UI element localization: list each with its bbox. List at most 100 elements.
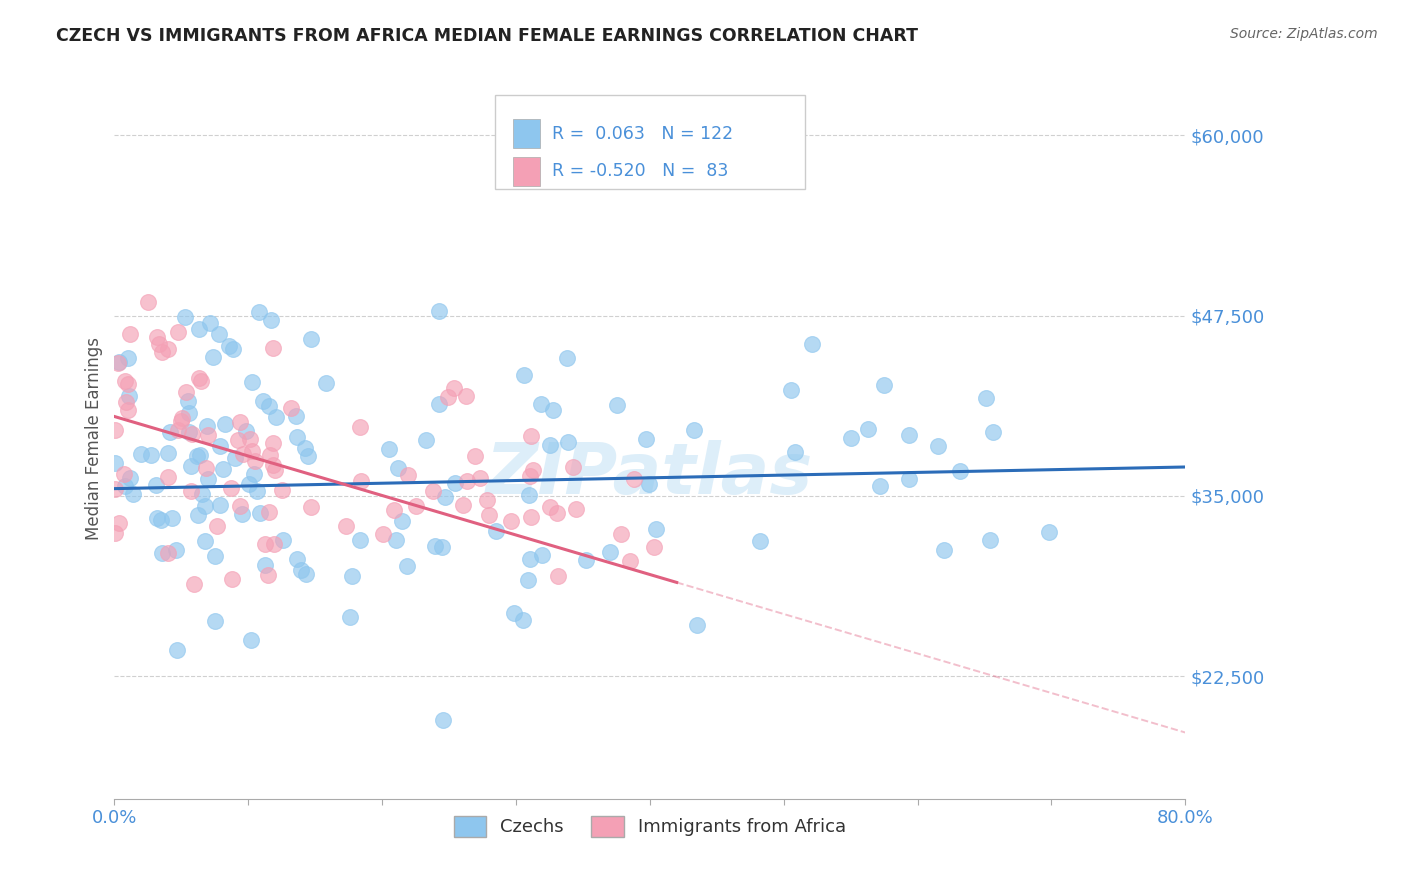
Point bbox=[197, 428, 219, 442]
Point bbox=[555, 351, 578, 365]
Point bbox=[636, 432, 658, 446]
Point bbox=[200, 316, 222, 330]
Point bbox=[427, 397, 450, 411]
Point bbox=[485, 524, 508, 539]
Point bbox=[118, 389, 141, 403]
Point bbox=[538, 500, 561, 514]
Point bbox=[104, 526, 127, 541]
Point bbox=[315, 376, 337, 391]
Point bbox=[262, 458, 284, 473]
Point bbox=[112, 467, 135, 481]
Point bbox=[475, 493, 498, 508]
Point bbox=[229, 415, 252, 429]
Point bbox=[240, 443, 263, 458]
Point bbox=[456, 389, 478, 403]
Point bbox=[430, 540, 453, 554]
Point bbox=[176, 384, 198, 399]
Point bbox=[190, 374, 212, 388]
Point bbox=[263, 463, 285, 477]
Point bbox=[839, 430, 862, 444]
Point bbox=[565, 501, 588, 516]
Point bbox=[129, 447, 152, 461]
Point bbox=[686, 618, 709, 632]
Point bbox=[104, 424, 127, 438]
Point bbox=[174, 310, 197, 325]
Point bbox=[378, 442, 401, 456]
Point bbox=[187, 371, 209, 385]
Point bbox=[927, 439, 949, 453]
Point bbox=[218, 339, 240, 353]
Point bbox=[180, 427, 202, 442]
Point bbox=[243, 467, 266, 481]
Point bbox=[529, 397, 551, 411]
Point bbox=[235, 424, 257, 438]
Point bbox=[166, 326, 188, 340]
Point bbox=[502, 606, 524, 620]
Point bbox=[117, 351, 139, 365]
Point bbox=[422, 483, 444, 498]
Point bbox=[149, 513, 172, 527]
Point bbox=[780, 383, 803, 397]
Point bbox=[464, 450, 486, 464]
Point bbox=[115, 394, 138, 409]
Point bbox=[145, 478, 167, 492]
Point bbox=[623, 472, 645, 486]
Point bbox=[517, 573, 540, 587]
Point bbox=[547, 569, 569, 583]
Point bbox=[117, 377, 139, 392]
Point bbox=[436, 390, 458, 404]
Point bbox=[285, 409, 308, 423]
Point bbox=[434, 490, 457, 504]
Point bbox=[339, 610, 361, 624]
Point bbox=[172, 411, 194, 425]
Text: Source: ZipAtlas.com: Source: ZipAtlas.com bbox=[1230, 27, 1378, 41]
Point bbox=[257, 400, 280, 414]
Point bbox=[538, 438, 561, 452]
Point bbox=[335, 519, 357, 533]
Point bbox=[898, 428, 921, 442]
Y-axis label: Median Female Earnings: Median Female Earnings bbox=[86, 336, 103, 540]
Point bbox=[204, 614, 226, 628]
Point bbox=[262, 341, 284, 355]
Point bbox=[226, 433, 249, 447]
Point bbox=[104, 456, 127, 470]
Point bbox=[194, 533, 217, 548]
Point bbox=[117, 402, 139, 417]
Point bbox=[974, 391, 997, 405]
Point bbox=[517, 488, 540, 502]
Point bbox=[519, 468, 541, 483]
Point bbox=[180, 459, 202, 474]
Point bbox=[221, 573, 243, 587]
Point bbox=[575, 553, 598, 567]
Point bbox=[382, 503, 405, 517]
Point bbox=[453, 499, 475, 513]
Point bbox=[150, 546, 173, 560]
Point bbox=[114, 374, 136, 388]
Point bbox=[108, 355, 131, 369]
Point bbox=[229, 500, 252, 514]
Point bbox=[204, 549, 226, 564]
Point bbox=[637, 477, 659, 491]
Point bbox=[349, 420, 371, 434]
Point bbox=[340, 569, 363, 583]
Point bbox=[444, 476, 467, 491]
Point bbox=[478, 508, 501, 522]
Point bbox=[748, 533, 770, 548]
Text: CZECH VS IMMIGRANTS FROM AFRICA MEDIAN FEMALE EARNINGS CORRELATION CHART: CZECH VS IMMIGRANTS FROM AFRICA MEDIAN F… bbox=[56, 27, 918, 45]
Point bbox=[239, 633, 262, 648]
Point bbox=[246, 483, 269, 498]
Point bbox=[197, 472, 219, 486]
Point bbox=[201, 350, 224, 364]
Point bbox=[219, 481, 242, 495]
Point bbox=[873, 378, 896, 392]
Point bbox=[264, 410, 287, 425]
Text: R = -0.520   N =  83: R = -0.520 N = 83 bbox=[553, 162, 728, 180]
Point bbox=[541, 402, 564, 417]
Point bbox=[396, 559, 419, 574]
Point bbox=[232, 447, 254, 461]
Point bbox=[136, 295, 159, 310]
Point bbox=[214, 417, 236, 432]
Point bbox=[195, 419, 218, 434]
Point bbox=[222, 342, 245, 356]
Point bbox=[208, 499, 231, 513]
